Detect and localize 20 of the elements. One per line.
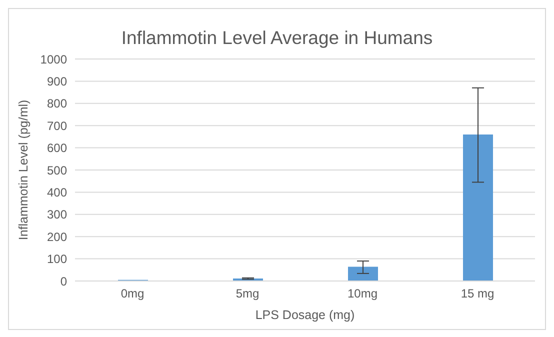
y-tick-label: 900	[46, 74, 68, 88]
bar	[463, 134, 493, 281]
y-tick-label: 0	[60, 274, 68, 288]
x-axis-title: LPS Dosage (mg)	[255, 308, 355, 322]
y-tick-label: 300	[46, 208, 68, 222]
x-tick-label: 10mg	[347, 286, 378, 301]
y-tick-label: 800	[46, 96, 68, 111]
y-tick-label: 600	[46, 141, 68, 156]
y-tick-label: 500	[46, 163, 68, 178]
y-tick-label: 100	[46, 252, 68, 266]
y-axis-title: Inflammotin Level (pg/ml)	[16, 100, 30, 240]
x-tick-label: 5mg	[236, 286, 260, 301]
chart-title: Inflammotin Level Average in Humans	[120, 27, 434, 50]
bar	[348, 266, 378, 281]
y-tick-label: 1000	[40, 52, 68, 66]
y-tick-label: 700	[46, 118, 68, 133]
y-tick-label: 400	[46, 185, 68, 200]
x-tick-label: 0mg	[120, 286, 144, 301]
y-tick-label: 200	[46, 230, 68, 244]
x-tick-label: 15 mg	[460, 286, 494, 301]
